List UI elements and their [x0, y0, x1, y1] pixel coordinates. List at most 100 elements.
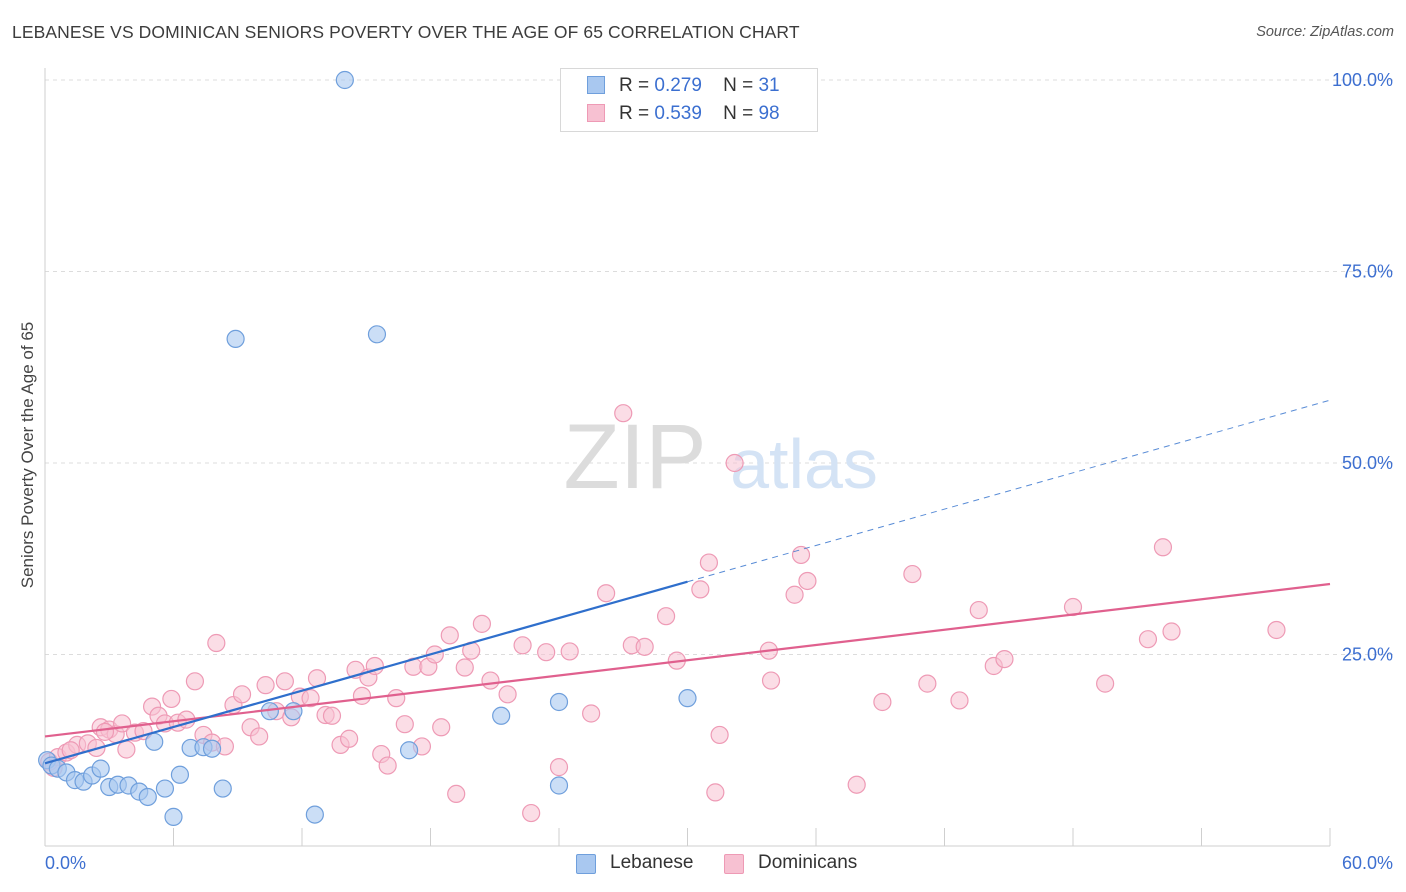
- dominican-point: [498, 685, 517, 704]
- dominican-point: [522, 803, 541, 823]
- lebanese-point: [305, 805, 324, 824]
- x-tick-label-max: 60.0%: [1342, 853, 1393, 873]
- lebanese-point: [213, 779, 232, 798]
- dominican-point: [440, 626, 459, 645]
- dominican-point: [301, 689, 320, 708]
- dominican-point: [847, 775, 866, 794]
- dominican-point: [232, 685, 252, 704]
- lebanese-trend-line: [44, 580, 688, 765]
- dominican-point: [995, 649, 1014, 669]
- lebanese-point: [155, 779, 175, 798]
- dominican-point: [761, 671, 781, 690]
- dominican-point: [340, 729, 359, 748]
- dominican-point: [582, 704, 601, 723]
- bottom-legend-swatch-lebanese: [576, 854, 596, 874]
- lebanese-point: [164, 807, 183, 826]
- chart-source: Source: ZipAtlas.com: [1256, 24, 1394, 40]
- tick-labels: 25.0% 50.0% 75.0% 100.0% 0.0% 60.0%: [45, 70, 1393, 873]
- dominican-point: [481, 671, 500, 690]
- dominican-point: [1162, 622, 1181, 641]
- dominican-point: [725, 453, 744, 473]
- dominican-point: [560, 642, 579, 661]
- watermark-atlas: atlas: [730, 425, 878, 503]
- trend-lines: [44, 399, 1331, 765]
- bottom-legend-label-lebanese: Lebanese: [610, 852, 694, 873]
- dominican-trend-line: [44, 582, 1331, 738]
- legend-r-value: 0.539: [654, 103, 702, 124]
- dominican-point: [1096, 674, 1115, 693]
- lebanese-point: [549, 692, 569, 712]
- legend-swatch-dominicans: [587, 104, 605, 122]
- dominican-point: [162, 689, 181, 709]
- dominican-point: [395, 715, 414, 734]
- legend-r-label: R =: [619, 103, 650, 124]
- legend-n-label: N =: [723, 75, 754, 96]
- lebanese-point: [202, 739, 222, 758]
- lebanese-points: [38, 70, 697, 826]
- watermark-zip: ZIP: [563, 406, 706, 508]
- dominican-point: [614, 404, 633, 423]
- dominican-point: [710, 725, 729, 745]
- dominican-point: [537, 643, 556, 662]
- dominican-point: [275, 672, 294, 691]
- legend-r-label: R =: [619, 75, 650, 96]
- dominican-point: [455, 658, 474, 677]
- dominican-point: [1138, 630, 1158, 649]
- dominican-point: [1153, 538, 1173, 557]
- dominican-point: [597, 584, 616, 603]
- chart-title: LEBANESE VS DOMINICAN SENIORS POVERTY OV…: [12, 22, 800, 42]
- lebanese-point: [226, 329, 245, 349]
- dominican-point: [903, 564, 922, 584]
- dominican-point: [207, 633, 226, 653]
- dominican-point: [918, 674, 937, 693]
- grid-lines: [45, 79, 1395, 655]
- dominican-point: [387, 689, 406, 708]
- y-tick-label: 100.0%: [1332, 70, 1393, 90]
- lebanese-point: [678, 689, 697, 708]
- dominican-point: [549, 758, 569, 777]
- lebanese-point: [91, 759, 110, 778]
- x-tick-label-min: 0.0%: [45, 853, 86, 873]
- dominican-point: [791, 545, 811, 565]
- legend-n-label: N =: [723, 103, 754, 124]
- axes: [44, 68, 1331, 847]
- lebanese-point: [492, 706, 511, 725]
- dominican-point: [432, 718, 451, 737]
- bottom-legend-swatch-dominicans: [724, 854, 744, 874]
- dominican-point: [256, 676, 275, 695]
- dominican-point: [969, 600, 988, 620]
- lebanese-point: [399, 741, 419, 760]
- dominican-point: [699, 553, 719, 572]
- lebanese-point: [335, 70, 354, 90]
- dominican-point: [513, 636, 532, 655]
- dominican-point: [706, 783, 725, 802]
- dominican-point: [472, 614, 491, 633]
- dominican-point: [117, 740, 136, 759]
- dominican-point: [352, 686, 372, 705]
- watermark: ZIP atlas: [563, 406, 878, 508]
- legend-n-value: 98: [758, 103, 780, 124]
- dominican-point: [322, 706, 342, 725]
- legend-text-dominicans: R = 0.539 N = 98: [619, 103, 780, 125]
- dominican-point: [950, 691, 969, 710]
- y-tick-label: 50.0%: [1342, 453, 1393, 473]
- dominican-point: [635, 637, 654, 656]
- dominican-point: [185, 672, 205, 691]
- legend-text-lebanese: R = 0.279 N = 31: [619, 75, 780, 97]
- lebanese-point: [138, 787, 157, 807]
- dominican-points: [40, 404, 1286, 823]
- dominican-point: [691, 580, 710, 599]
- lebanese-point: [145, 732, 164, 751]
- y-tick-label: 25.0%: [1342, 645, 1393, 665]
- dominican-point: [447, 784, 466, 804]
- dominican-point: [95, 722, 115, 741]
- legend-r-value: 0.279: [654, 75, 702, 96]
- dominican-point: [785, 585, 804, 604]
- dominican-point: [798, 571, 817, 591]
- dominican-point: [378, 756, 397, 775]
- lebanese-point: [549, 776, 569, 795]
- lebanese-point: [367, 325, 387, 344]
- lebanese-trend-extension: [687, 399, 1331, 583]
